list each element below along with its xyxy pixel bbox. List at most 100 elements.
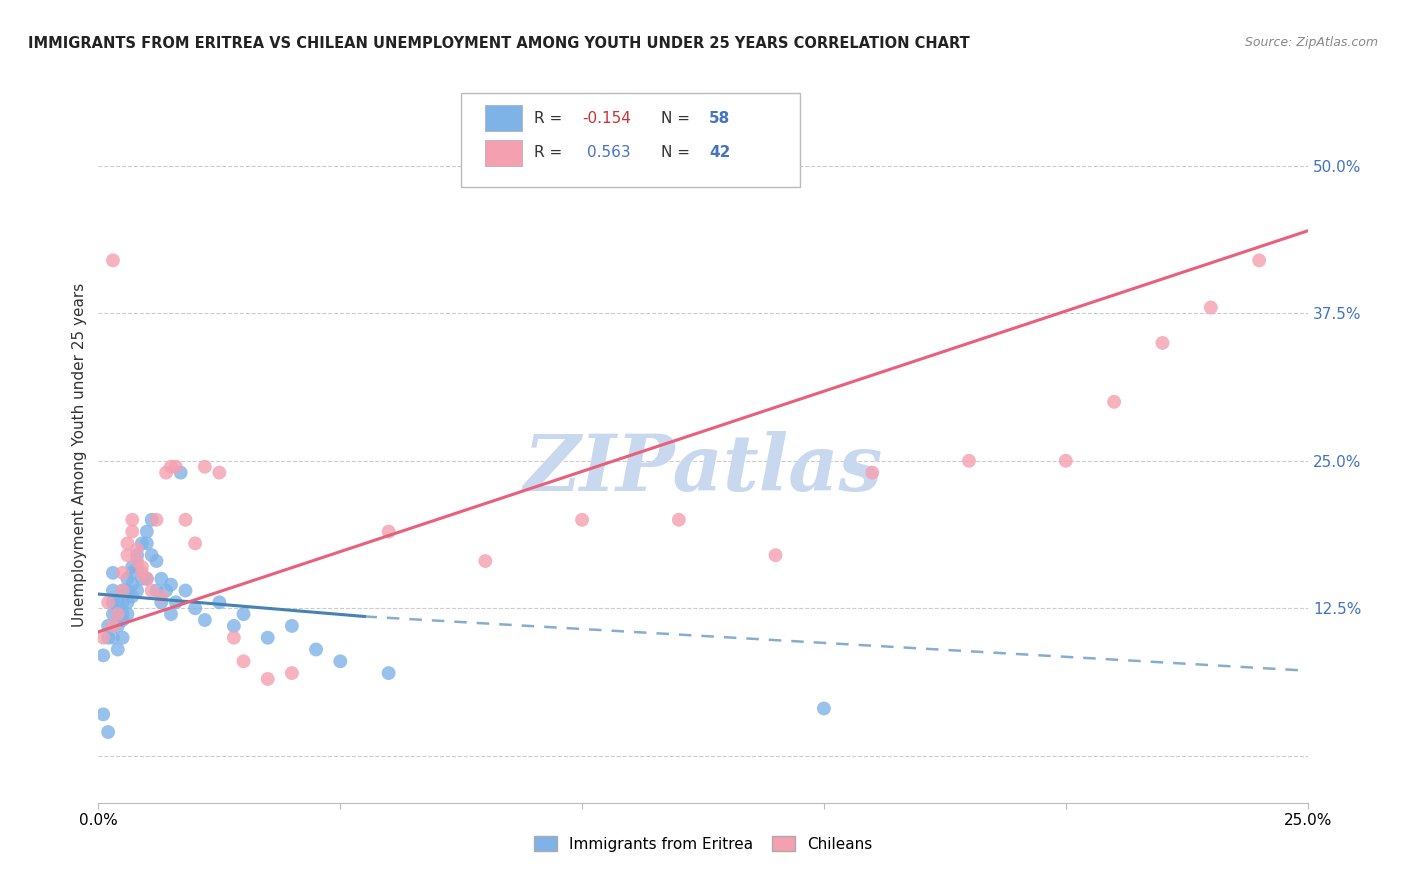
Point (141, 583, 163, 598)
Point (145, 513, 167, 527)
Point (174, 513, 197, 527)
Point (107, 642, 129, 657)
Point (281, 666, 304, 681)
Point (160, 607, 183, 621)
Point (281, 619, 304, 633)
FancyBboxPatch shape (485, 140, 522, 166)
Point (813, 701, 835, 715)
Point (194, 459, 217, 474)
Point (91, 648, 114, 663)
Point (97, 725, 120, 739)
Point (150, 590, 173, 604)
Point (127, 554, 149, 568)
Point (1054, 454, 1077, 468)
FancyBboxPatch shape (461, 93, 800, 187)
Point (150, 572, 173, 586)
Point (121, 524, 143, 539)
Point (165, 459, 187, 474)
Point (127, 583, 149, 598)
Point (131, 566, 153, 580)
Point (208, 595, 231, 609)
Point (165, 595, 187, 609)
Text: R =: R = (534, 111, 567, 126)
Point (107, 607, 129, 621)
Point (101, 253, 124, 268)
Point (135, 572, 157, 586)
Point (101, 583, 124, 598)
Legend: Immigrants from Eritrea, Chileans: Immigrants from Eritrea, Chileans (527, 830, 879, 858)
Point (169, 466, 191, 480)
Point (121, 513, 143, 527)
Point (150, 595, 173, 609)
Point (117, 583, 139, 598)
Point (97, 595, 120, 609)
Point (127, 560, 149, 574)
Point (121, 560, 143, 574)
Point (160, 577, 183, 591)
Point (117, 572, 139, 586)
Point (111, 595, 134, 609)
Point (111, 613, 134, 627)
Point (155, 583, 177, 598)
Point (155, 466, 177, 480)
Point (305, 642, 328, 657)
Point (860, 466, 883, 480)
Point (145, 554, 167, 568)
Point (101, 631, 124, 645)
Point (101, 595, 124, 609)
Point (101, 619, 124, 633)
Point (127, 542, 149, 557)
Point (101, 566, 124, 580)
Point (91, 631, 114, 645)
Point (117, 595, 139, 609)
Point (111, 583, 134, 598)
Point (91, 707, 114, 722)
Point (131, 572, 153, 586)
Text: ZIPatlas: ZIPatlas (523, 431, 883, 507)
Point (135, 524, 157, 539)
Point (145, 583, 167, 598)
Point (107, 619, 129, 633)
Point (111, 583, 134, 598)
Point (184, 601, 207, 615)
FancyBboxPatch shape (485, 105, 522, 131)
Text: -0.154: -0.154 (582, 111, 631, 126)
Point (256, 672, 278, 686)
Point (232, 654, 254, 668)
Point (174, 583, 197, 598)
Point (121, 566, 143, 580)
Point (141, 513, 163, 527)
Point (135, 536, 157, 550)
Point (329, 654, 352, 668)
Text: IMMIGRANTS FROM ERITREA VS CHILEAN UNEMPLOYMENT AMONG YOUTH UNDER 25 YEARS CORRE: IMMIGRANTS FROM ERITREA VS CHILEAN UNEMP… (28, 36, 970, 51)
Text: R =: R = (534, 145, 567, 161)
Point (377, 666, 399, 681)
Point (194, 613, 217, 627)
Point (222, 631, 245, 645)
Point (131, 560, 153, 574)
Point (117, 607, 139, 621)
Point (107, 595, 129, 609)
Point (117, 536, 139, 550)
Point (111, 566, 134, 580)
Point (97, 631, 120, 645)
Text: N =: N = (661, 111, 695, 126)
Point (474, 554, 496, 568)
Point (571, 513, 593, 527)
Point (135, 572, 157, 586)
Point (160, 459, 183, 474)
Point (1152, 335, 1174, 350)
Point (957, 454, 980, 468)
Point (668, 513, 690, 527)
Point (131, 536, 153, 550)
Point (121, 577, 143, 591)
Text: 0.563: 0.563 (586, 145, 630, 161)
Point (121, 590, 143, 604)
Point (111, 631, 134, 645)
Point (111, 607, 134, 621)
Point (377, 524, 399, 539)
Y-axis label: Unemployment Among Youth under 25 years: Unemployment Among Youth under 25 years (72, 283, 87, 627)
Point (97, 619, 120, 633)
Point (101, 607, 124, 621)
Text: 42: 42 (709, 145, 731, 161)
